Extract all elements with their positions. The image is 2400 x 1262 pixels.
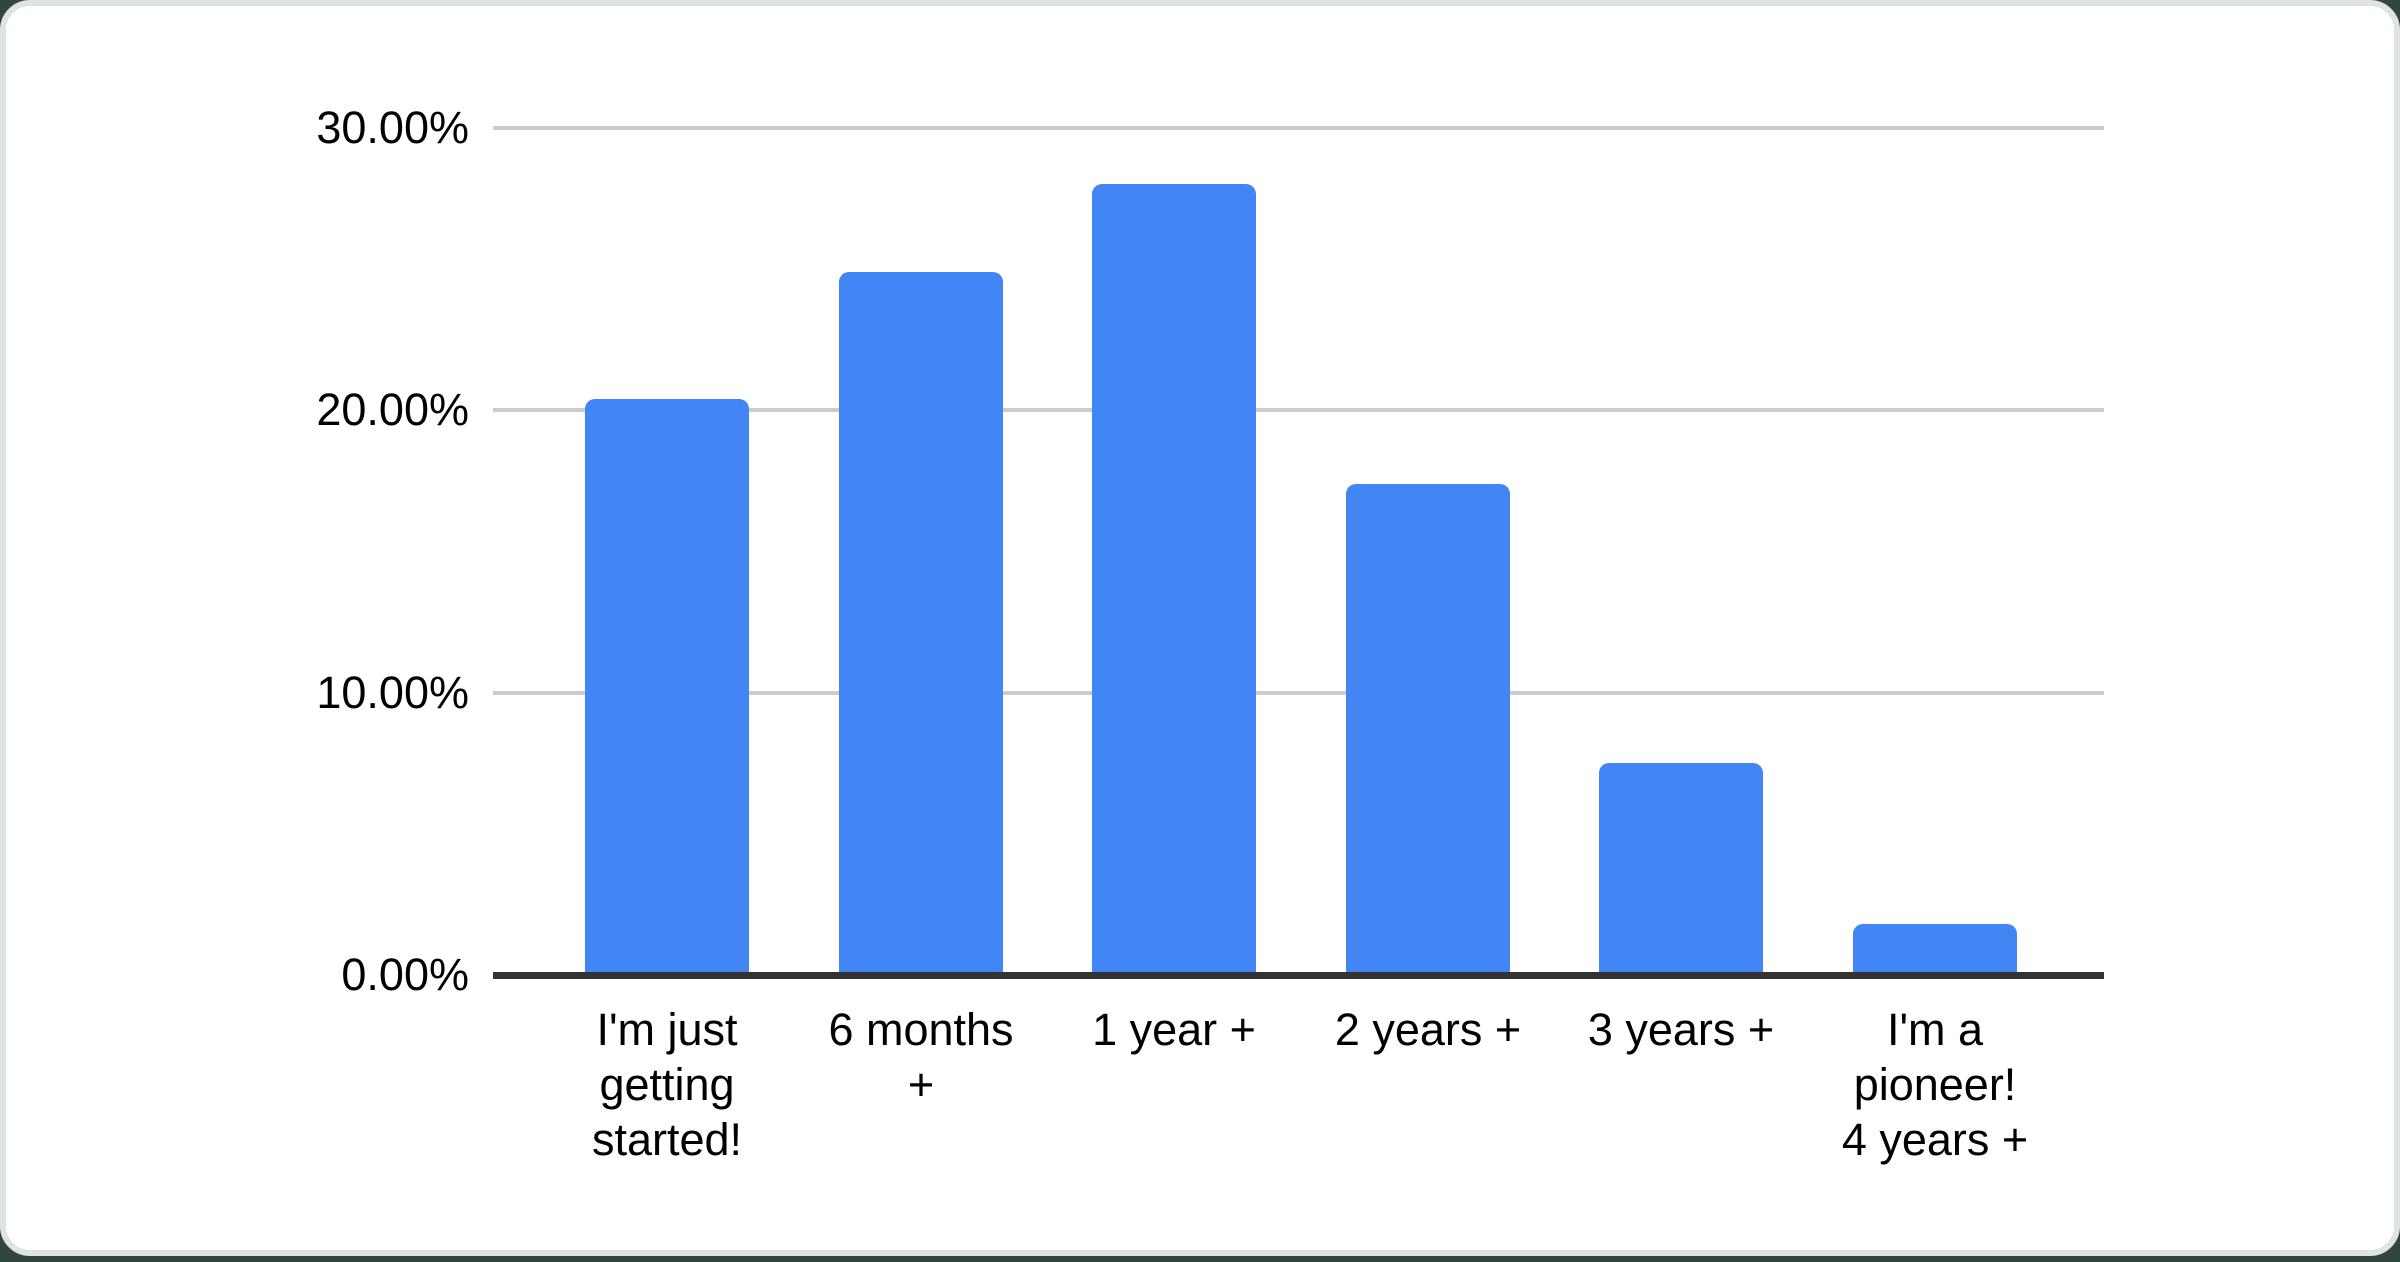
y-axis-tick-label: 20.00% [316,384,469,436]
x-axis-category-label-line: + [907,1059,935,1110]
x-axis-category-label: I'm just getting started! [502,1002,832,1167]
bar-5[interactable] [1599,763,1763,978]
bar-chart: 0.00% 10.00% 20.00% 30.00% I'm just getting st… [6,6,2400,1262]
x-axis-category-label: 1 year + [1009,1002,1339,1057]
x-axis-category-label-line: I'm a [1886,1004,1984,1055]
x-axis-category-label-line: 3 years + [1587,1004,1775,1055]
gridline-10 [493,690,2104,695]
y-axis-tick-label: 30.00% [316,102,469,153]
x-axis-category-label-line: I'm just [596,1004,738,1055]
bar-1[interactable] [585,399,749,978]
bar-4[interactable] [1346,483,1510,978]
x-axis-category-label-line: 6 months [828,1004,1014,1055]
x-axis-category-label-line: started! [591,1114,743,1165]
x-axis-line [493,972,2104,979]
x-axis-category-label-line: pioneer! [1853,1059,2017,1110]
x-axis-category-label-line: 2 years + [1334,1004,1522,1055]
bar-3[interactable] [1092,184,1256,978]
y-axis-tick-label: 10.00% [316,666,469,718]
bar-6[interactable] [1853,924,2017,978]
x-axis-category-label: 6 months + [756,1002,1086,1112]
x-axis-category-label-line: 4 years + [1841,1114,2029,1165]
x-axis-category-label: I'm a pioneer! 4 years + [1770,1002,2100,1167]
gridline-30 [493,126,2104,130]
x-axis-category-label-line: getting [599,1059,735,1110]
bar-2[interactable] [839,271,1003,978]
x-axis-category-label-line: 1 year + [1092,1004,1256,1055]
x-axis-category-label: 3 years + [1516,1002,1846,1057]
x-axis-category-label: 2 years + [1263,1002,1593,1057]
gridline-20 [493,408,2104,413]
y-axis-tick-label: 0.00% [341,949,469,1000]
